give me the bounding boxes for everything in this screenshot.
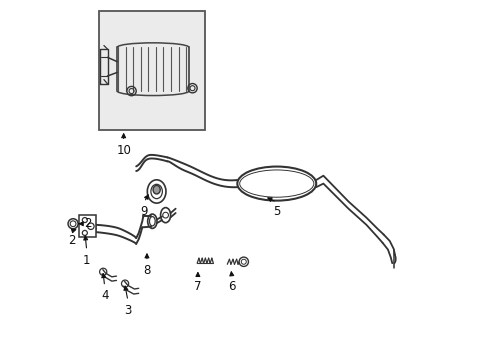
Text: 2: 2 [84, 217, 92, 230]
Bar [79, 215, 96, 237]
Text: 6: 6 [228, 280, 235, 293]
Text: 1: 1 [83, 253, 90, 266]
Ellipse shape [151, 184, 162, 199]
Ellipse shape [153, 185, 160, 194]
Text: 5: 5 [272, 205, 280, 218]
Text: 2: 2 [68, 234, 75, 247]
Ellipse shape [147, 180, 165, 203]
Text: 7: 7 [194, 280, 201, 293]
Text: 8: 8 [143, 264, 150, 277]
Bar [99, 12, 204, 130]
Circle shape [239, 257, 248, 266]
Text: 10: 10 [116, 144, 131, 157]
Text: 3: 3 [124, 304, 131, 317]
Text: 9: 9 [140, 205, 147, 218]
Circle shape [68, 219, 78, 229]
Text: 4: 4 [101, 289, 108, 302]
